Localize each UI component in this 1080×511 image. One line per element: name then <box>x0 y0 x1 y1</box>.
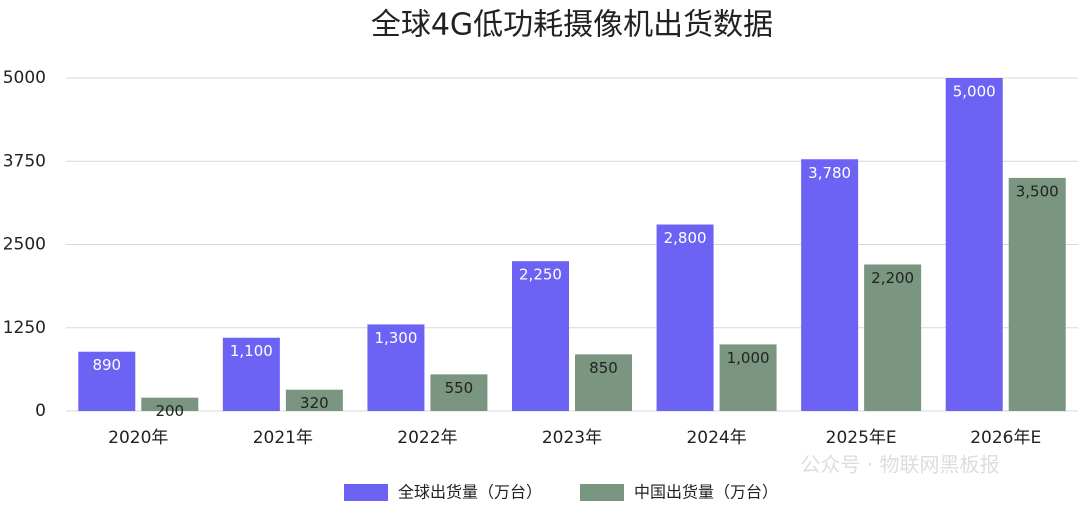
bar <box>141 397 199 411</box>
x-tick-label: 2021年 <box>253 428 313 448</box>
bar <box>78 351 136 411</box>
bar <box>367 324 425 411</box>
y-tick-label: 3750 <box>3 151 46 171</box>
data-label: 3,500 <box>1016 182 1059 200</box>
y-tick-label: 2500 <box>3 235 46 255</box>
data-label: 890 <box>92 356 121 374</box>
data-label: 2,200 <box>871 269 914 287</box>
data-label: 1,100 <box>230 342 273 360</box>
bar <box>512 261 569 411</box>
legend-label: 中国出货量（万台） <box>634 483 778 502</box>
x-tick-label: 2022年 <box>397 428 457 448</box>
data-label: 550 <box>445 379 474 397</box>
data-label: 5,000 <box>953 83 996 101</box>
data-label: 3,780 <box>808 164 851 182</box>
x-tick-label: 2020年 <box>108 428 168 448</box>
bar <box>1008 177 1066 411</box>
data-label: 2,800 <box>664 229 707 247</box>
data-label: 320 <box>300 394 329 412</box>
x-tick-label: 2023年 <box>542 428 602 448</box>
data-label: 850 <box>589 359 618 377</box>
bar <box>656 224 714 411</box>
chart-title: 全球4G低功耗摄像机出货数据 <box>371 8 773 43</box>
x-tick-label: 2025年E <box>826 428 897 448</box>
legend-swatch <box>580 484 624 501</box>
y-tick-label: 5000 <box>3 68 46 88</box>
data-label: 1,300 <box>374 329 417 347</box>
x-tick-label: 2024年 <box>686 428 746 448</box>
y-tick-label: 0 <box>35 401 46 421</box>
bar <box>575 354 632 411</box>
data-label: 1,000 <box>727 349 770 367</box>
bar <box>285 389 343 411</box>
x-tick-label: 2026年E <box>970 428 1041 448</box>
bar <box>864 264 922 411</box>
bar <box>801 159 859 411</box>
data-label: 200 <box>155 402 184 420</box>
bar <box>430 374 488 411</box>
bar <box>719 344 777 411</box>
bar <box>222 337 280 411</box>
legend-swatch <box>344 484 388 501</box>
data-label: 2,250 <box>519 266 562 284</box>
y-tick-label: 1250 <box>3 318 46 338</box>
legend-label: 全球出货量（万台） <box>398 483 542 502</box>
bar <box>945 78 1003 411</box>
watermark: 公众号 · 物联网黑板报 <box>800 453 999 477</box>
